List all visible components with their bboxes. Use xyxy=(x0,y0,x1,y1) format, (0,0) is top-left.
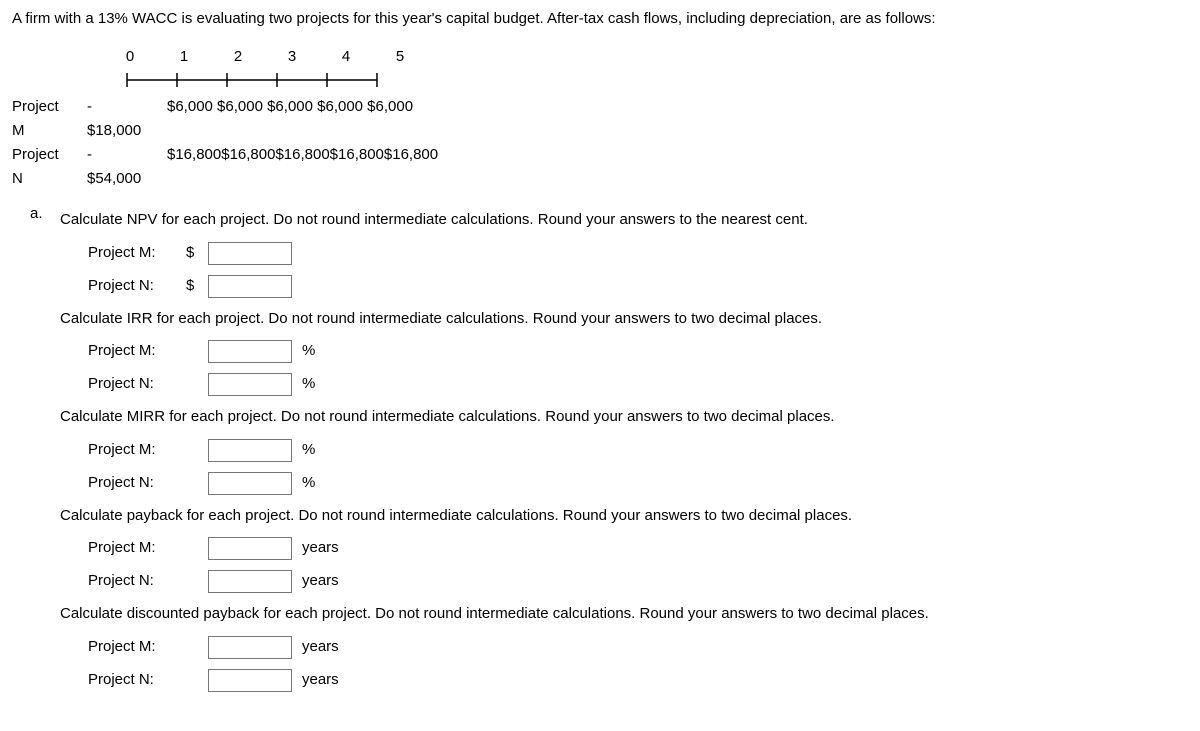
dollar-sign: $ xyxy=(186,275,200,298)
percent-sign: % xyxy=(302,340,315,363)
payback-question: Calculate payback for each project. Do n… xyxy=(60,505,1188,528)
cashflow-table: Project - $6,000 $6,000 $6,000 $6,000 $6… xyxy=(12,95,1188,191)
intro-text: A firm with a 13% WACC is evaluating two… xyxy=(12,8,1188,31)
percent-sign: % xyxy=(302,472,315,495)
years-unit: years xyxy=(302,636,339,659)
dollar-sign: $ xyxy=(186,242,200,265)
dpayback-m-input[interactable] xyxy=(208,636,292,659)
payback-n-label: Project N: xyxy=(88,570,178,593)
irr-n-label: Project N: xyxy=(88,373,178,396)
irr-question: Calculate IRR for each project. Do not r… xyxy=(60,308,1188,331)
project-m-name: Project xyxy=(12,95,87,119)
mirr-m-label: Project M: xyxy=(88,439,178,462)
irr-n-input[interactable] xyxy=(208,373,292,396)
timeline-axis-icon xyxy=(102,71,402,89)
mirr-m-input[interactable] xyxy=(208,439,292,462)
mirr-question: Calculate MIRR for each project. Do not … xyxy=(60,406,1188,429)
irr-m-input[interactable] xyxy=(208,340,292,363)
years-unit: years xyxy=(302,537,339,560)
tick-label: 4 xyxy=(320,45,372,70)
tick-label: 0 xyxy=(104,45,156,70)
tick-label: 5 xyxy=(374,45,426,70)
dpayback-n-input[interactable] xyxy=(208,669,292,692)
payback-m-label: Project M: xyxy=(88,537,178,560)
project-n-name: Project xyxy=(12,143,87,167)
tick-label: 1 xyxy=(158,45,210,70)
project-n-letter: N xyxy=(12,167,87,191)
mirr-n-input[interactable] xyxy=(208,472,292,495)
npv-m-input[interactable] xyxy=(208,242,292,265)
project-n-flows: $16,800$16,800$16,800$16,800$16,800 xyxy=(167,143,438,167)
dpayback-n-label: Project N: xyxy=(88,669,178,692)
years-unit: years xyxy=(302,669,339,692)
project-m-letter: M xyxy=(12,119,87,143)
project-n-neg: - xyxy=(87,143,167,167)
payback-m-input[interactable] xyxy=(208,537,292,560)
project-m-init: $18,000 xyxy=(87,119,167,143)
percent-sign: % xyxy=(302,439,315,462)
payback-n-input[interactable] xyxy=(208,570,292,593)
mirr-n-label: Project N: xyxy=(88,472,178,495)
project-m-neg: - xyxy=(87,95,167,119)
years-unit: years xyxy=(302,570,339,593)
project-n-init: $54,000 xyxy=(87,167,167,191)
dpayback-question: Calculate discounted payback for each pr… xyxy=(60,603,1188,626)
project-m-flows: $6,000 $6,000 $6,000 $6,000 $6,000 xyxy=(167,95,413,119)
npv-n-input[interactable] xyxy=(208,275,292,298)
percent-sign: % xyxy=(302,373,315,396)
tick-label: 2 xyxy=(212,45,264,70)
irr-m-label: Project M: xyxy=(88,340,178,363)
dpayback-m-label: Project M: xyxy=(88,636,178,659)
timeline: 0 1 2 3 4 5 xyxy=(102,43,1188,90)
tick-label: 3 xyxy=(266,45,318,70)
npv-m-label: Project M: xyxy=(88,242,178,265)
question-marker: a. xyxy=(12,203,60,226)
npv-question: Calculate NPV for each project. Do not r… xyxy=(60,209,1188,232)
npv-n-label: Project N: xyxy=(88,275,178,298)
